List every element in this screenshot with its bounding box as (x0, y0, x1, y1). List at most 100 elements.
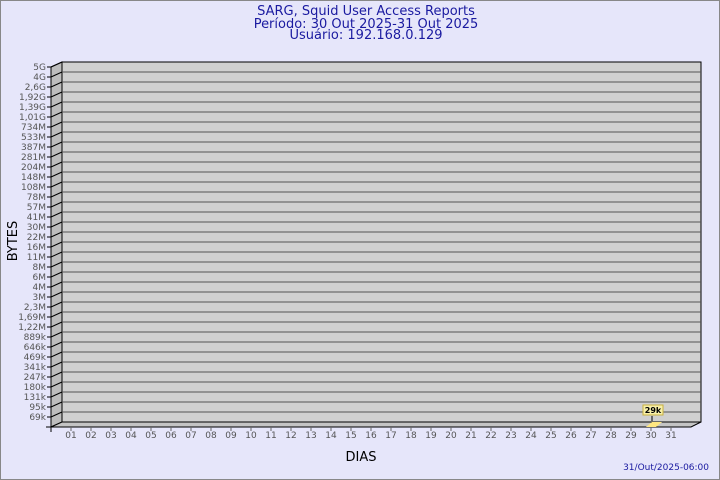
bar-value-label: 29k (645, 406, 662, 415)
x-tick-label: 16 (365, 431, 377, 441)
bar-day-30 (646, 422, 662, 427)
x-tick-label: 27 (585, 431, 596, 441)
x-tick-label: 17 (385, 431, 396, 441)
x-tick-label: 29 (625, 431, 637, 441)
x-tick-label: 10 (245, 431, 257, 441)
x-tick-label: 24 (525, 431, 537, 441)
x-tick-label: 22 (485, 431, 496, 441)
y-tick-label: 1,69M (18, 313, 46, 323)
x-tick-label: 09 (225, 431, 237, 441)
y-gridline-diagonal (50, 341, 63, 348)
y-gridline-diagonal (50, 401, 63, 408)
bar-label-box (642, 404, 664, 416)
y-tick-label: 387M (21, 143, 46, 153)
y-tick-label: 646k (24, 343, 47, 353)
y-gridline-diagonal (50, 371, 63, 378)
y-gridline-diagonal (50, 151, 63, 158)
y-gridline-diagonal (50, 381, 63, 388)
chart-title: SARG, Squid User Access Reports (257, 4, 475, 19)
y-gridline-diagonal (50, 261, 63, 268)
y-gridline-diagonal (50, 271, 63, 278)
y-gridline-diagonal (50, 111, 63, 118)
y-gridline-diagonal (50, 301, 63, 308)
x-tick-label: 06 (165, 431, 177, 441)
y-tick-label: 3M (33, 293, 47, 303)
y-tick-label: 22M (27, 233, 46, 243)
plot-floor (50, 421, 702, 428)
x-tick-label: 07 (185, 431, 196, 441)
x-tick-label: 25 (545, 431, 556, 441)
y-gridline-diagonal (50, 71, 63, 78)
x-tick-label: 01 (65, 431, 76, 441)
x-tick-label: 02 (85, 431, 96, 441)
x-tick-label: 21 (465, 431, 476, 441)
x-tick-label: 04 (125, 431, 137, 441)
x-tick-label: 13 (305, 431, 316, 441)
y-gridline-diagonal (50, 351, 63, 358)
y-tick-label: 41M (27, 213, 46, 223)
x-tick-label: 12 (285, 431, 296, 441)
y-tick-label: 5G (33, 63, 46, 73)
y-tick-label: 1,01G (19, 113, 46, 123)
y-gridline-diagonal (50, 231, 63, 238)
y-gridline-diagonal (50, 171, 63, 178)
y-tick-label: 281M (21, 153, 46, 163)
y-gridline-diagonal (50, 61, 63, 68)
y-gridline-diagonal (50, 411, 63, 418)
y-tick-label: 1,39G (19, 103, 46, 113)
y-gridline-diagonal (50, 251, 63, 258)
y-tick-label: 57M (27, 203, 46, 213)
y-gridline-diagonal (50, 281, 63, 288)
y-gridline-diagonal (50, 141, 63, 148)
y-tick-label: 204M (21, 163, 46, 173)
y-tick-label: 95k (29, 403, 46, 413)
y-tick-label: 8M (33, 263, 47, 273)
y-gridline-diagonal (50, 391, 63, 398)
y-tick-label: 30M (27, 223, 46, 233)
y-tick-label: 341k (24, 363, 47, 373)
y-gridline-diagonal (50, 201, 63, 208)
x-tick-label: 28 (605, 431, 617, 441)
y-tick-label: 469k (24, 353, 47, 363)
y-gridline-diagonal (50, 91, 63, 98)
y-gridline-diagonal (50, 311, 63, 318)
x-tick-label: 30 (645, 431, 657, 441)
y-gridline-diagonal (50, 131, 63, 138)
y-gridline-diagonal (50, 361, 63, 368)
x-tick-label: 15 (345, 431, 356, 441)
x-tick-label: 05 (145, 431, 156, 441)
x-tick-label: 18 (405, 431, 417, 441)
chart-period: Período: 30 Out 2025-31 Out 2025 (253, 17, 479, 32)
y-tick-label: 69k (29, 413, 46, 423)
y-tick-label: 889k (24, 333, 47, 343)
y-gridline-diagonal (50, 121, 63, 128)
x-axis-label: DIAS (346, 450, 377, 465)
y-tick-label: 6M (33, 273, 47, 283)
y-gridline-diagonal (50, 101, 63, 108)
x-tick-label: 31 (665, 431, 676, 441)
y-tick-label: 4G (33, 73, 46, 83)
y-gridline-diagonal (50, 211, 63, 218)
y-tick-label: 247k (24, 373, 47, 383)
y-gridline-diagonal (50, 241, 63, 248)
y-tick-label: 108M (21, 183, 46, 193)
x-tick-label: 03 (105, 431, 116, 441)
y-tick-label: 78M (27, 193, 46, 203)
y-gridline-diagonal (50, 181, 63, 188)
y-gridline-diagonal (50, 291, 63, 298)
report-timestamp: 31/Out/2025-06:00 (623, 463, 709, 473)
y-axis-label: BYTES (6, 221, 21, 262)
y-gridline-diagonal (50, 161, 63, 168)
y-gridline-diagonal (50, 221, 63, 228)
x-tick-label: 08 (205, 431, 217, 441)
y-gridline-diagonal (50, 321, 63, 328)
y-gridline-diagonal (50, 191, 63, 198)
y-gridline-diagonal (50, 81, 63, 88)
y-tick-label: 1,92G (19, 93, 46, 103)
y-tick-label: 131k (24, 393, 47, 403)
y-tick-label: 148M (21, 173, 46, 183)
chart-user: Usuário: 192.168.0.129 (289, 28, 443, 43)
y-tick-label: 180k (24, 383, 47, 393)
